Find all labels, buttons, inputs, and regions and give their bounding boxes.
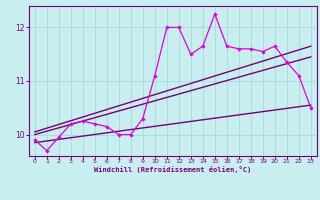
X-axis label: Windchill (Refroidissement éolien,°C): Windchill (Refroidissement éolien,°C) [94, 166, 252, 173]
